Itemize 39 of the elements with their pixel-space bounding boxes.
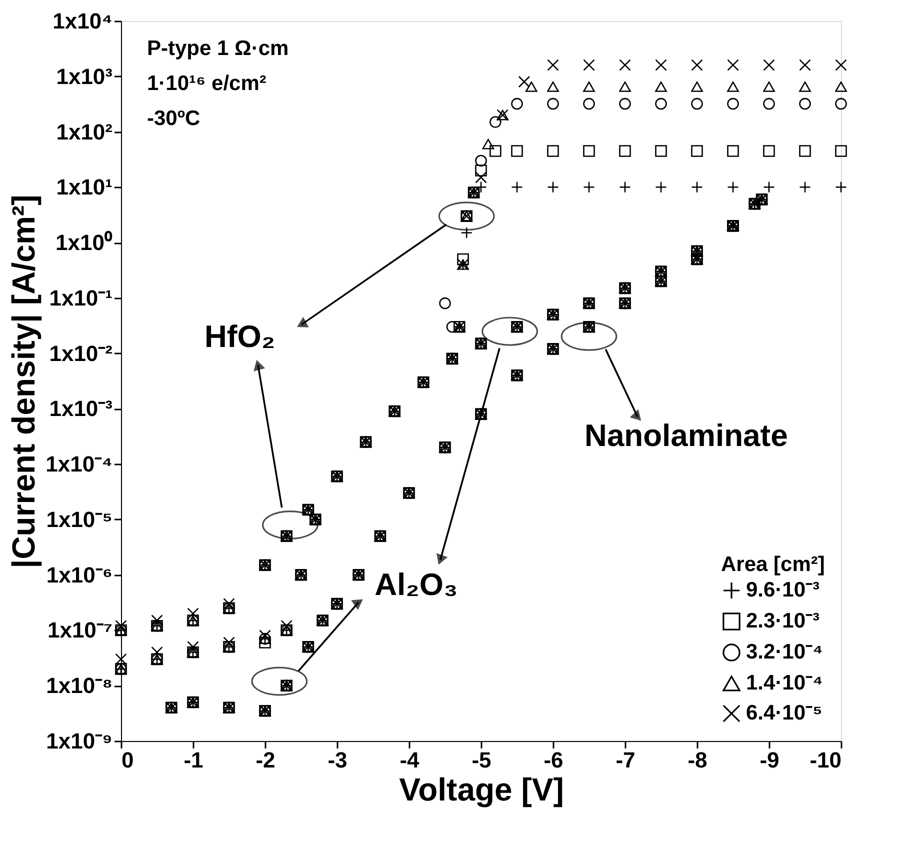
x-tick-label: -7 xyxy=(616,748,636,772)
x-axis-title: Voltage [V] xyxy=(399,772,564,808)
legend-label: 3.2·10⁻⁴ xyxy=(746,640,823,664)
x-tick-label: -8 xyxy=(688,748,708,772)
y-tick-label: 1x10⁻⁴ xyxy=(46,452,112,477)
y-tick-label: 1x10⁻³ xyxy=(49,396,112,422)
y-tick-label: 1x10⁻⁹ xyxy=(46,728,112,754)
x-tick-label: -9 xyxy=(760,748,780,772)
y-tick-label: 1x10⁴ xyxy=(52,8,112,34)
annotation: HfO₂ xyxy=(204,318,276,354)
y-tick-label: 1x10⁻² xyxy=(49,340,112,366)
x-tick-label: -5 xyxy=(472,748,492,772)
y-tick-label: 1x10⁻¹ xyxy=(49,285,112,310)
y-tick-label: 1x10³ xyxy=(56,64,112,89)
legend-title: Area [cm²] xyxy=(721,553,825,576)
annotation: Nanolaminate xyxy=(584,418,788,454)
annotation: 1·10¹⁶ e/cm² xyxy=(147,72,266,95)
legend-label: 2.3·10⁻³ xyxy=(746,610,820,632)
legend-label: 9.6·10⁻³ xyxy=(746,578,820,602)
annotation: P-type 1 Ω·cm xyxy=(147,37,289,60)
x-tick-label: -2 xyxy=(256,748,276,772)
y-tick-label: 1x10² xyxy=(56,119,112,144)
x-tick-label: 0 xyxy=(122,748,134,772)
x-tick-label: -4 xyxy=(400,748,420,772)
y-tick-label: 1x10¹ xyxy=(56,174,112,200)
x-tick-label: -6 xyxy=(544,748,564,772)
x-tick-label: -10 xyxy=(810,748,842,772)
annotation: -30ºC xyxy=(147,107,200,130)
x-tick-label: -1 xyxy=(184,748,204,772)
y-tick-label: 1x10⁻⁸ xyxy=(46,673,112,698)
y-tick-label: 1x10⁻⁶ xyxy=(46,562,112,588)
legend-label: 1.4·10⁻⁴ xyxy=(746,672,823,694)
annotation: Al₂O₃ xyxy=(374,567,458,602)
legend-label: 6.4·10⁻⁵ xyxy=(746,702,822,724)
x-tick-label: -3 xyxy=(328,748,348,772)
y-tick-label: 1x10⁻⁵ xyxy=(46,506,112,532)
y-axis-title: |Current density| [A/cm²] xyxy=(6,194,43,568)
y-tick-label: 1x10⁰ xyxy=(56,230,112,256)
y-tick-label: 1x10⁻⁷ xyxy=(47,618,112,643)
